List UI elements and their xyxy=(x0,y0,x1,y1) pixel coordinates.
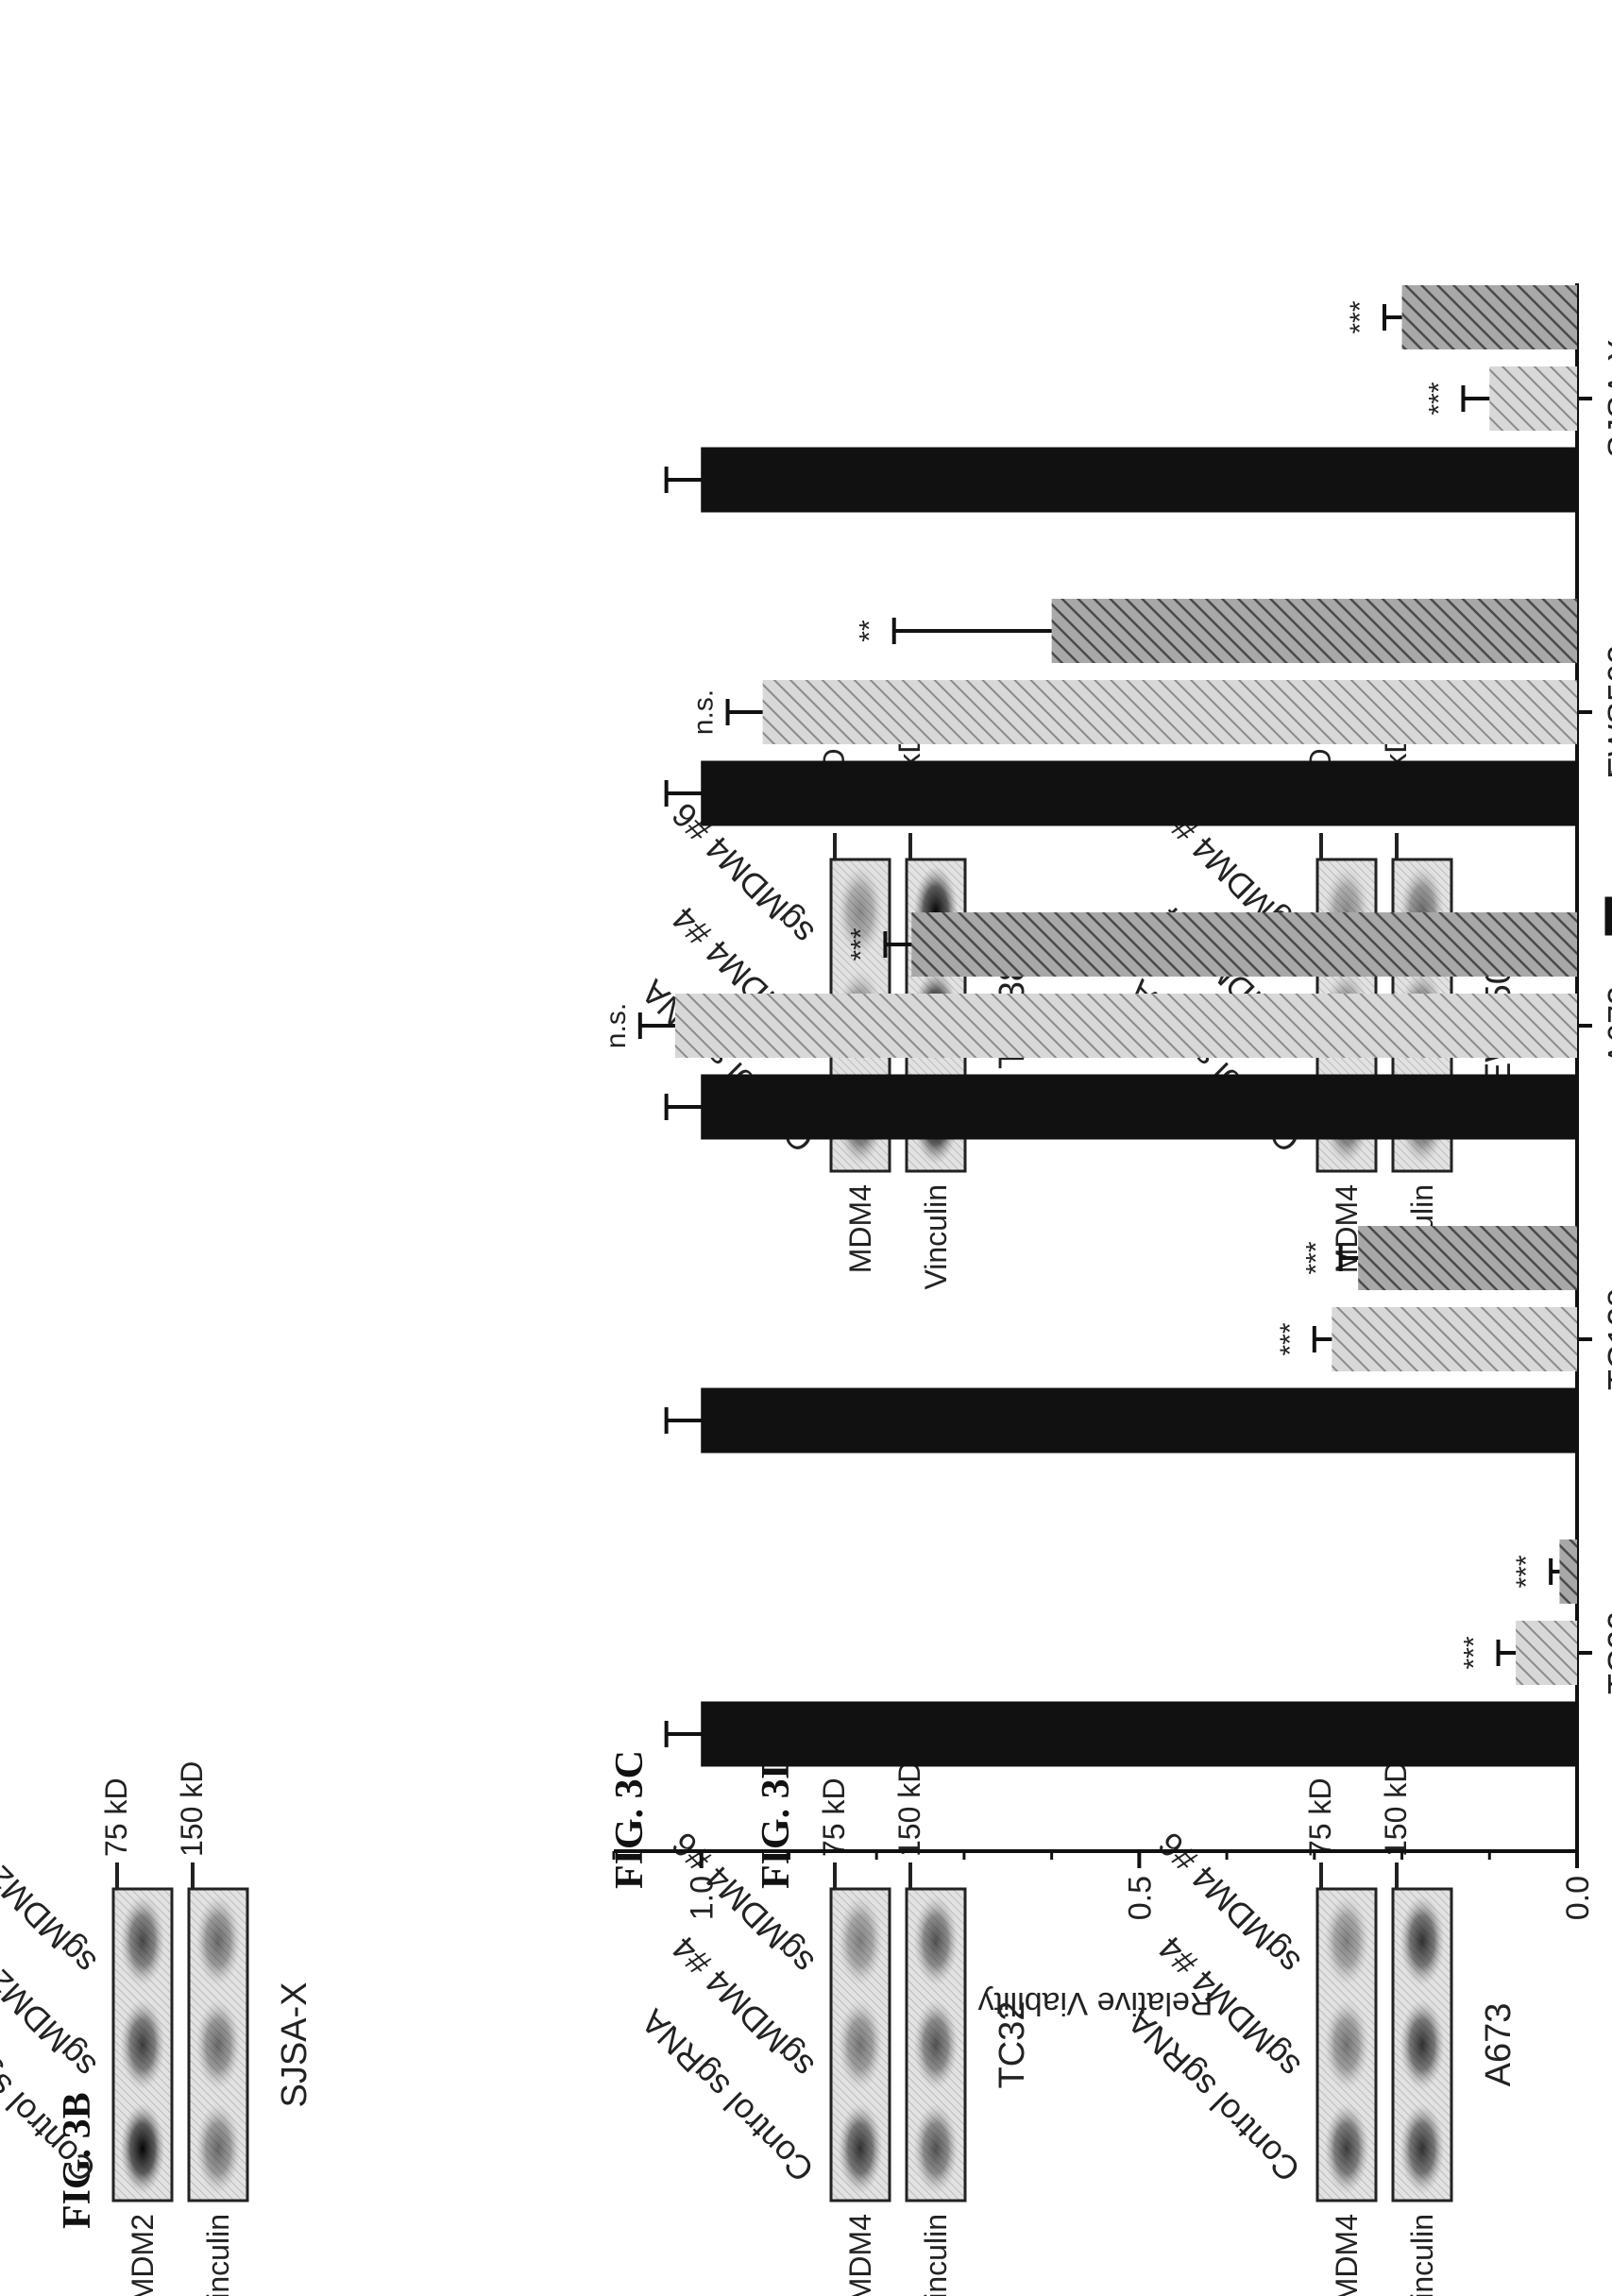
mw-marker-label: 150 kD xyxy=(175,1761,209,1857)
blot-band xyxy=(120,2103,165,2194)
significance-label: *** xyxy=(1423,382,1454,415)
blot-row-label: Vinculin xyxy=(1405,2214,1439,2296)
x-category-label: SJSA-X xyxy=(1601,339,1612,458)
fig-3d-label: FIG. 3D xyxy=(755,1750,798,1889)
significance-label: *** xyxy=(1275,1322,1306,1355)
blot-row-label: MDM4 xyxy=(843,1184,877,1273)
x-category-label: EWS502 xyxy=(1601,645,1612,779)
significance-label: *** xyxy=(1511,1555,1542,1588)
x-category-label: A673 xyxy=(1601,986,1612,1065)
blot-band xyxy=(195,2103,241,2194)
bar-tc32-s0 xyxy=(701,1701,1578,1767)
significance-label: ** xyxy=(855,620,886,642)
x-category-label: TC32 xyxy=(1601,1611,1612,1694)
blot-row-label: MDM4 xyxy=(1330,2214,1364,2296)
blot-band xyxy=(913,1896,959,1986)
blot-row-label: MDM4 xyxy=(843,2214,877,2296)
bar-tc32-s1 xyxy=(1516,1621,1577,1685)
y-tick-label: 0.0 xyxy=(1560,1876,1596,1920)
bar-ews502-s2 xyxy=(1051,599,1577,663)
legend-entry: Control sgRNA xyxy=(1606,644,1612,884)
fig-3b-label: FIG. 3B xyxy=(56,2092,99,2229)
y-tick-label: 1.0 xyxy=(685,1876,721,1920)
blot-band xyxy=(195,1896,241,1986)
mw-marker-label: 150 kD xyxy=(1379,1761,1413,1857)
bar-sjsa-x-s2 xyxy=(1401,285,1578,349)
x-category-label: TC138 xyxy=(1601,1288,1612,1390)
blot-band xyxy=(120,1896,165,1986)
blot-band xyxy=(1324,2103,1369,2194)
significance-label: n.s. xyxy=(688,689,720,735)
blot-row-label: Vinculin xyxy=(919,2214,953,2296)
bar-a673-s0 xyxy=(701,1074,1578,1140)
bar-a673-s2 xyxy=(911,912,1578,977)
y-tick-label: 0.5 xyxy=(1122,1876,1158,1920)
blot-band xyxy=(838,1896,883,1986)
blot-band xyxy=(913,1999,959,2090)
significance-label: *** xyxy=(845,927,876,961)
significance-label: n.s. xyxy=(601,1003,632,1048)
mw-marker-label: 75 kD xyxy=(99,1777,133,1857)
blot-band xyxy=(120,1999,165,2090)
blot-band xyxy=(1400,1896,1445,1986)
blot-band xyxy=(838,866,883,957)
significance-label: *** xyxy=(1345,300,1376,333)
lane-label: Control sgRNA xyxy=(1120,2002,1308,2190)
blot-band xyxy=(1400,2103,1445,2194)
blot-row-label: MDM2 xyxy=(126,2214,160,2296)
significance-label: *** xyxy=(1301,1241,1332,1274)
y-axis-label: Relative Viability xyxy=(978,1985,1213,2021)
blot-band xyxy=(838,2103,883,2194)
significance-label: *** xyxy=(1459,1636,1490,1669)
bar-tc138-s0 xyxy=(701,1387,1578,1454)
bar-tc138-s1 xyxy=(1332,1307,1577,1371)
bar-sjsa-x-s0 xyxy=(701,447,1578,513)
mw-marker-label: 150 kD xyxy=(892,1761,926,1857)
lane-label: Control sgRNA xyxy=(634,2002,822,2190)
blot-band xyxy=(838,1999,883,2090)
bar-ews502-s1 xyxy=(762,680,1578,744)
blot-band xyxy=(1324,1999,1369,2090)
blot-band xyxy=(1400,1999,1445,2090)
lane-label: sgMDM2 #5 xyxy=(0,1825,104,1981)
bar-ews502-s0 xyxy=(701,760,1578,826)
bar-sjsa-x-s1 xyxy=(1489,366,1577,431)
blot-row-label: Vinculin xyxy=(201,2214,235,2296)
blot-band xyxy=(195,1999,241,2090)
bar-tc32-s2 xyxy=(1559,1539,1577,1604)
blot-band xyxy=(913,2103,959,2194)
cell-line-label: SJSA-X xyxy=(275,1981,314,2107)
bar-tc138-s2 xyxy=(1358,1226,1577,1290)
fig-3c-label: FIG. 3C xyxy=(608,1750,652,1889)
mw-marker-label: 75 kD xyxy=(817,1777,851,1857)
bar-a673-s1 xyxy=(674,994,1577,1058)
blot-row-label: Vinculin xyxy=(919,1184,953,1289)
legend-swatch xyxy=(1604,896,1612,936)
cell-line-label: TC32 xyxy=(993,2001,1032,2089)
mw-marker-label: 75 kD xyxy=(1303,1777,1337,1857)
blot-band xyxy=(1324,1896,1369,1986)
cell-line-label: A673 xyxy=(1479,2003,1519,2087)
